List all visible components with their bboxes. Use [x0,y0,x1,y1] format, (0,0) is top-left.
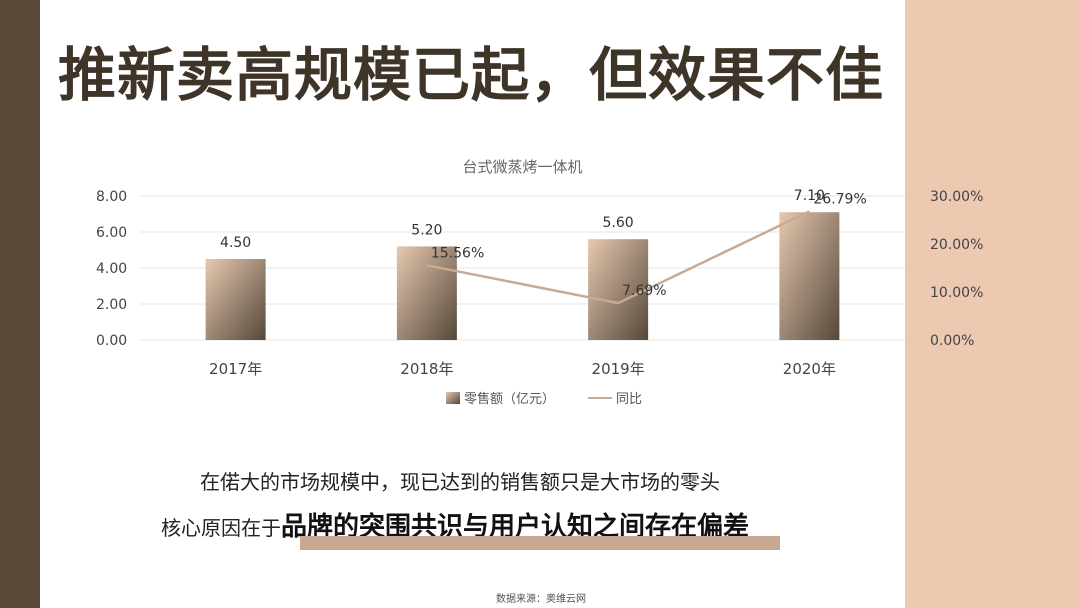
line-value-label: 26.79% [813,191,866,207]
chart-title: 台式微蒸烤一体机 [462,158,582,176]
emphasis-underline [300,536,780,550]
bar [396,246,457,340]
summary-line-1: 在偌大的市场规模中，现已达到的销售额只是大市场的零头 [200,470,720,494]
y-right-tick-label: 0.00% [930,333,974,349]
x-tick-label: 2019年 [592,360,645,378]
slide-title: 推新卖高规模已起，但效果不佳 [58,41,885,109]
y-left-tick-label: 6.00 [96,225,127,241]
line-value-label: 7.69% [622,283,666,299]
data-source: 数据来源：奥维云网 [496,594,586,605]
right-accent-panel [905,0,1080,608]
left-accent-bar [0,0,40,608]
y-right-tick-label: 20.00% [930,237,983,253]
x-tick-label: 2020年 [783,360,836,378]
bar [779,212,840,340]
y-left-tick-label: 2.00 [96,297,127,313]
legend-bar-label: 零售额（亿元） [464,391,555,407]
bar-value-label: 7.10 [794,188,825,204]
x-tick-label: 2017年 [209,360,262,378]
y-left-tick-label: 4.00 [96,261,127,277]
summary-line-2-prefix: 核心原因在于 [160,516,281,540]
bar [205,259,266,340]
legend-line-label: 同比 [616,392,642,407]
y-right-tick-label: 30.00% [930,189,983,205]
bar-value-label: 5.60 [603,215,634,231]
bar [588,239,649,340]
yoy-line [426,210,810,305]
line-value-label: 15.56% [431,245,484,261]
y-left-tick-label: 8.00 [96,189,127,205]
bar-value-label: 4.50 [220,235,251,251]
x-tick-label: 2018年 [400,360,453,378]
bar-value-label: 5.20 [411,222,442,238]
y-right-tick-label: 10.00% [930,285,983,301]
legend-bar-swatch [446,392,460,404]
y-left-tick-label: 0.00 [96,333,127,349]
